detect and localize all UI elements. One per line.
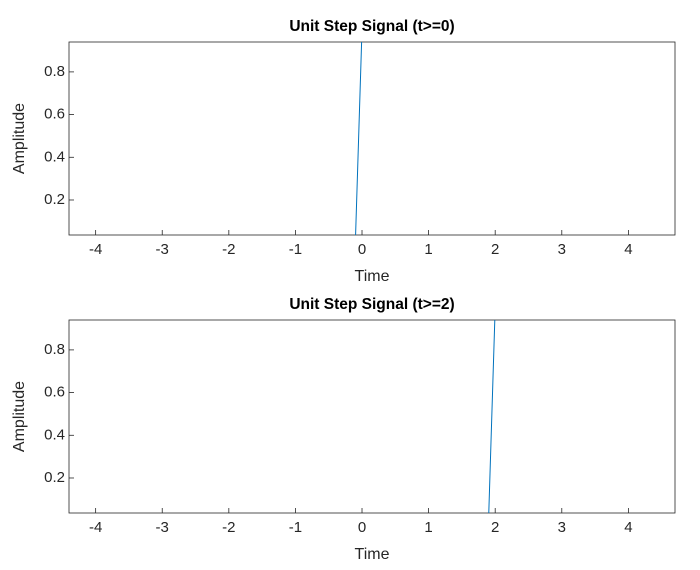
y-axis-label: Amplitude <box>11 381 28 452</box>
x-tick-label: -4 <box>89 241 102 258</box>
x-tick-label: 2 <box>491 519 499 536</box>
y-tick-label: 0.4 <box>44 148 65 165</box>
plot-area <box>68 319 676 514</box>
x-tick-label: 1 <box>424 241 432 258</box>
line-series <box>355 42 363 235</box>
x-tick-label: -2 <box>222 519 235 536</box>
x-tick-label: -4 <box>89 519 102 536</box>
y-axis-label: Amplitude <box>11 103 28 174</box>
subplot: -4 -3 -2 -1 0 1 2 3 4 0.2 0.4 0.6 0.8 Unit Step Signa… <box>11 18 676 285</box>
x-axis-label: Time <box>355 268 390 285</box>
plot-area <box>68 41 676 236</box>
y-tick-label: 0.2 <box>44 469 65 486</box>
y-tick-label: 0.8 <box>44 341 65 358</box>
x-tick-label: 1 <box>424 519 432 536</box>
y-tick-label: 0.8 <box>44 63 65 80</box>
x-axis-label: Time <box>355 546 390 563</box>
x-tick-label: 4 <box>624 519 632 536</box>
y-tick-label: 0.6 <box>44 106 65 123</box>
x-tick-label: -3 <box>156 241 169 258</box>
x-tick-label: 3 <box>558 241 566 258</box>
y-tick-label: 0.4 <box>44 426 65 443</box>
x-tick-label: -1 <box>289 241 302 258</box>
x-tick-label: -3 <box>156 519 169 536</box>
x-tick-label: 4 <box>624 241 632 258</box>
line-series <box>488 320 496 513</box>
y-tick-label: 0.6 <box>44 384 65 401</box>
x-tick-label: -2 <box>222 241 235 258</box>
x-tick-label: 0 <box>358 519 366 536</box>
x-tick-label: 0 <box>358 241 366 258</box>
chart-title: Unit Step Signal (t>=0) <box>289 18 454 35</box>
x-tick-label: -1 <box>289 519 302 536</box>
x-tick-label: 2 <box>491 241 499 258</box>
x-tick-label: 3 <box>558 519 566 536</box>
chart-title: Unit Step Signal (t>=2) <box>289 296 454 313</box>
subplot: -4 -3 -2 -1 0 1 2 3 4 0.2 0.4 0.6 0.8 Unit Step Signa… <box>11 296 676 563</box>
y-tick-label: 0.2 <box>44 191 65 208</box>
